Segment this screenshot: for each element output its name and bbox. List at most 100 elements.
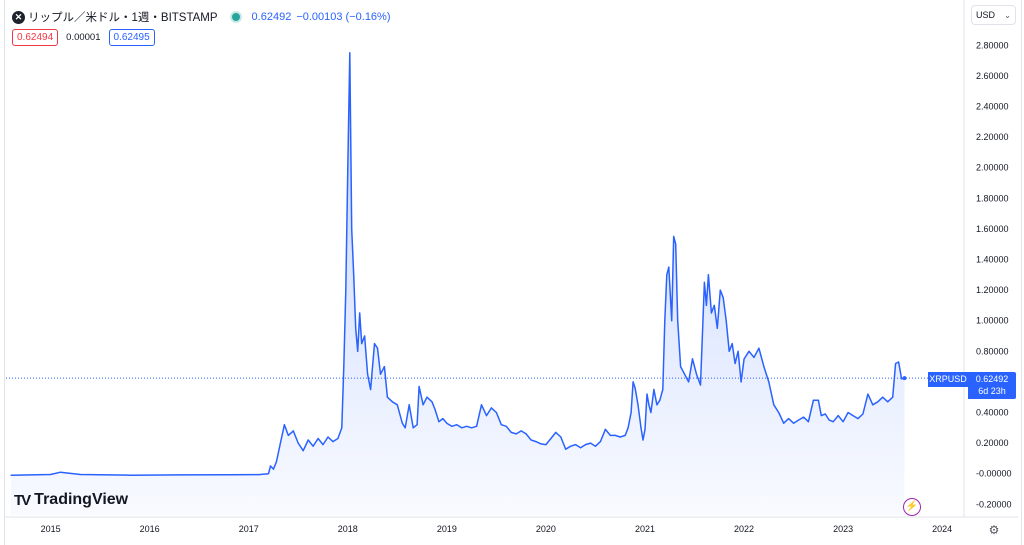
price-tag-price: 0.62492 <box>975 374 1009 384</box>
market-open-status-dot <box>231 13 240 21</box>
data-point <box>370 388 372 391</box>
tradingview-logo[interactable]: TV TradingView <box>14 491 128 509</box>
data-point <box>734 362 736 365</box>
data-point <box>648 404 650 406</box>
data-point <box>895 362 897 365</box>
x-tick-label: 2020 <box>536 524 556 534</box>
data-point <box>357 350 359 352</box>
data-point <box>650 411 652 414</box>
data-point <box>446 422 448 424</box>
data-point <box>515 433 517 435</box>
data-point <box>480 404 483 406</box>
data-point <box>713 304 715 306</box>
data-point <box>773 404 775 406</box>
data-point <box>659 399 661 401</box>
data-point <box>367 373 369 375</box>
data-point <box>560 436 562 438</box>
data-point <box>396 404 398 406</box>
data-point <box>710 312 713 314</box>
data-point <box>349 52 351 54</box>
data-point <box>456 424 458 426</box>
data-point <box>828 419 830 421</box>
spread-value: 0.00001 <box>66 32 101 43</box>
bid-price-button[interactable]: 0.62494 <box>12 29 59 46</box>
tradingview-mark-icon: TV <box>14 491 31 509</box>
data-point <box>892 396 894 398</box>
data-point <box>555 431 557 433</box>
close-x-icon[interactable]: ✕ <box>12 10 25 24</box>
data-point <box>852 415 854 417</box>
data-point <box>258 474 260 476</box>
symbol-title[interactable]: リップル／米ドル・1週・BITSTAMP <box>28 12 218 24</box>
data-point <box>842 421 844 423</box>
data-point <box>898 361 900 363</box>
data-point <box>550 437 552 440</box>
data-point <box>837 415 839 417</box>
data-point <box>594 445 597 447</box>
data-point <box>640 427 642 429</box>
y-tick-label: 0.20000 <box>976 438 1009 448</box>
data-point <box>59 471 62 473</box>
legend-change: −0.00103 (−0.16%) <box>296 11 391 23</box>
data-point <box>812 399 815 401</box>
data-point <box>817 399 820 401</box>
y-tick-label: -0.20000 <box>976 499 1012 509</box>
data-point <box>525 433 527 435</box>
data-point <box>668 266 670 268</box>
y-tick-label: 1.20000 <box>976 285 1009 295</box>
x-tick-label: 2024 <box>932 524 952 534</box>
data-point <box>872 404 874 406</box>
y-tick-label: -0.00000 <box>976 469 1012 479</box>
data-point <box>589 442 592 444</box>
data-point <box>740 381 742 383</box>
data-point <box>862 413 864 415</box>
data-point <box>401 422 403 424</box>
data-point <box>461 427 463 429</box>
currency-select[interactable]: USD ⌄ <box>971 5 1016 25</box>
bid-ask-row: 0.62494 0.00001 0.62495 <box>12 29 155 46</box>
y-tick-label: 1.80000 <box>976 193 1009 203</box>
data-point <box>466 425 468 427</box>
x-tick-label: 2022 <box>734 524 754 534</box>
data-point <box>422 404 424 406</box>
data-point <box>575 444 577 446</box>
price-tag-symbol: XRPUSD <box>928 372 968 387</box>
data-point <box>438 421 440 423</box>
data-point <box>807 421 810 423</box>
data-point <box>495 411 497 414</box>
data-point <box>664 320 666 322</box>
price-axis[interactable]: 2.80000 2.60000 2.40000 2.20000 2.00000 1.800… <box>976 40 1012 509</box>
data-point <box>476 425 478 427</box>
data-point <box>901 378 903 380</box>
gear-icon[interactable]: ⚙ <box>988 523 1000 537</box>
data-point <box>788 418 790 420</box>
symbol-legend[interactable]: ✕ リップル／米ドル・1週・BITSTAMP 0.62492 −0.00103 … <box>12 8 391 26</box>
data-point <box>416 424 418 426</box>
data-point <box>351 228 353 230</box>
data-point <box>680 366 682 368</box>
data-point <box>302 450 304 452</box>
data-point <box>269 465 272 467</box>
data-point <box>471 427 473 429</box>
data-point <box>684 373 686 375</box>
data-point <box>688 381 690 383</box>
x-tick-label: 2019 <box>437 524 457 534</box>
data-point <box>847 411 849 414</box>
data-point <box>228 474 230 476</box>
data-point <box>570 445 572 447</box>
time-axis[interactable]: 2015 2016 2017 2018 2019 2020 2021 2022 2023 2024 <box>41 524 953 534</box>
data-point <box>431 401 433 403</box>
data-point <box>361 343 363 345</box>
data-point <box>505 425 507 427</box>
ask-price-button[interactable]: 0.62495 <box>108 29 155 46</box>
data-point <box>656 404 658 406</box>
data-point <box>408 404 410 406</box>
data-point <box>379 373 382 375</box>
data-point <box>632 381 634 383</box>
lightning-bolt-icon[interactable]: ⚡ <box>903 498 921 516</box>
y-tick-label: 2.00000 <box>976 163 1009 173</box>
data-point <box>287 434 289 436</box>
data-point <box>731 343 733 345</box>
data-point <box>624 434 626 436</box>
